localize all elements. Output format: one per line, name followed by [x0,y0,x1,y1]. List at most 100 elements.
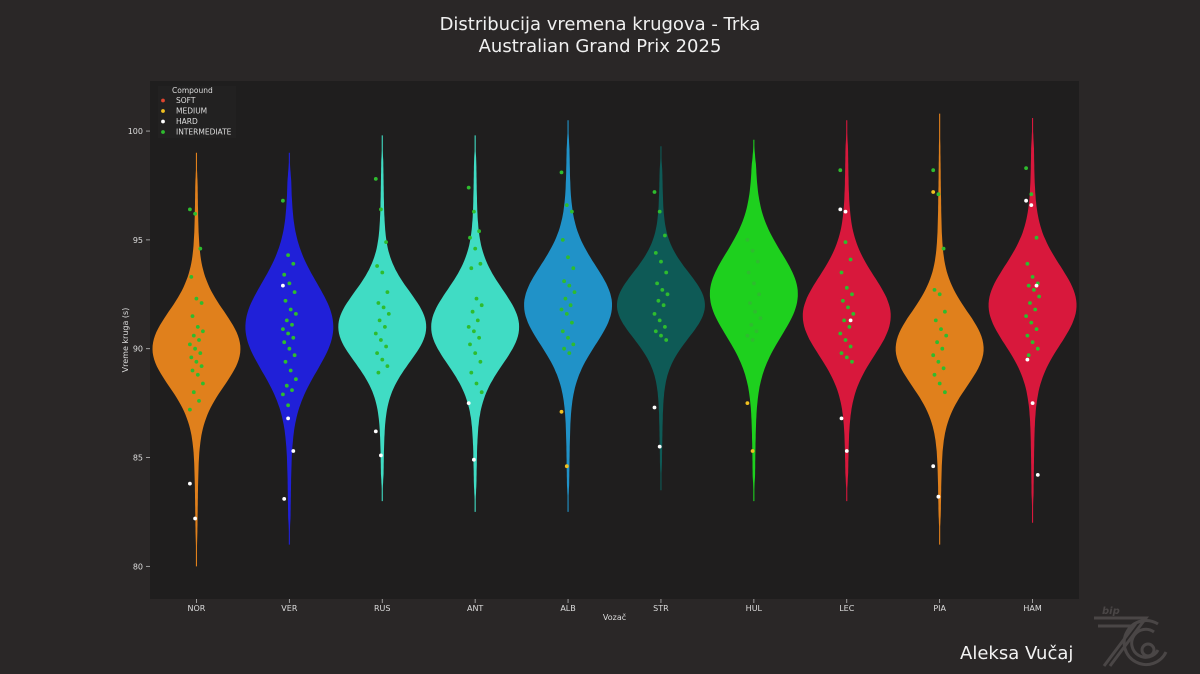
lap-point-intermediate [1024,314,1028,318]
lap-point-intermediate [838,331,843,336]
lap-point-intermediate [195,325,200,329]
lap-point-hard [472,457,476,462]
lap-point-intermediate [746,270,751,275]
lap-point-hard [838,207,843,212]
lap-point-intermediate [664,338,669,342]
lap-point-intermediate [190,314,195,318]
lap-point-intermediate [932,288,937,292]
lap-point-intermediate [380,270,385,275]
lap-point-intermediate [373,331,378,336]
lap-point-intermediate [841,298,845,303]
lap-point-hard [839,416,844,421]
legend-marker-medium [161,109,165,113]
lap-point-intermediate [290,388,294,392]
y-tick-label: 85 [133,454,143,463]
lap-point-hard [286,416,290,421]
lap-point-intermediate [477,229,481,234]
x-tick-label: STR [653,604,669,613]
lap-point-intermediate [468,342,472,347]
lap-point-intermediate [848,344,853,349]
lap-point-intermediate [937,292,942,297]
lap-point-intermediate [384,240,388,245]
lap-point-intermediate [197,338,201,342]
lap-point-intermediate [848,257,853,262]
x-axis-label: Vozač [603,612,626,622]
lap-point-intermediate [286,331,290,336]
lap-point-intermediate [188,207,192,212]
lap-point-intermediate [851,312,856,316]
lap-point-hard [1035,473,1040,477]
lap-point-intermediate [655,281,659,286]
lap-point-intermediate [294,377,298,382]
lap-point-intermediate [931,353,936,358]
y-tick-label: 90 [133,345,143,354]
lap-point-hard [193,516,198,521]
lap-point-intermediate [755,259,760,264]
lap-point-intermediate [656,298,661,303]
lap-point-medium [564,464,569,469]
lap-point-intermediate [559,307,564,312]
lap-point-hard [657,444,662,449]
lap-point-intermediate [475,318,480,323]
lap-point-intermediate [199,301,204,305]
lap-point-intermediate [560,238,565,242]
lap-point-intermediate [941,366,946,371]
lap-point-intermediate [478,359,483,364]
lap-point-intermediate [193,346,198,351]
lap-point-intermediate [292,290,297,294]
lap-point-intermediate [190,368,195,373]
violin-rus [338,135,427,502]
lap-point-intermediate [281,392,285,397]
lap-point-intermediate [657,209,662,214]
lap-point-hard [466,401,471,405]
lap-point-intermediate [1037,294,1041,299]
lap-point-intermediate [745,238,750,242]
lap-point-intermediate [750,338,755,342]
lap-point-hard [936,494,941,499]
lap-point-intermediate [294,312,298,316]
lap-point-intermediate [193,211,198,216]
y-tick-label: 95 [133,236,143,245]
lap-point-intermediate [291,261,296,266]
lap-point-intermediate [375,351,379,355]
lap-point-intermediate [375,264,379,268]
lap-point-medium [931,190,936,194]
lap-point-hard [1029,203,1034,208]
lap-point-intermediate [380,357,385,362]
lap-point-intermediate [1034,235,1039,240]
lap-point-intermediate [385,364,390,368]
lap-point-intermediate [748,301,752,305]
lap-point-intermediate [652,190,657,194]
lap-point-intermediate [570,320,574,325]
lap-point-intermediate [281,198,285,203]
lap-point-intermediate [563,296,568,301]
lap-point-intermediate [1025,333,1030,338]
lap-point-intermediate [936,359,941,364]
lap-point-intermediate [568,303,573,308]
lap-point-intermediate [198,246,203,251]
legend-marker-soft [161,98,165,103]
lap-point-intermediate [292,353,297,358]
y-axis-label: Vreme kruga (s) [121,308,130,373]
lap-point-hard [844,449,849,453]
lap-point-intermediate [562,279,566,284]
lap-point-intermediate [286,253,290,257]
lap-point-intermediate [290,322,294,327]
lap-point-intermediate [943,390,947,395]
lap-point-hard [373,429,378,434]
lap-point-intermediate [472,209,476,214]
lap-point-intermediate [201,329,205,334]
chart-title: Distribucija vremena krugova - Trka Aust… [0,14,1200,58]
lap-point-intermediate [660,288,665,292]
lap-point-intermediate [653,251,658,255]
lap-point-intermediate [941,246,946,251]
lap-point-hard [843,209,848,214]
lap-point-intermediate [754,329,759,334]
violin-hul [709,139,798,502]
lap-point-intermediate [466,325,471,329]
x-tick-label: ANT [467,604,483,613]
lap-point-intermediate [189,275,194,279]
lap-point-intermediate [665,292,670,297]
lap-point-intermediate [1033,307,1038,312]
lap-point-intermediate [281,327,285,331]
